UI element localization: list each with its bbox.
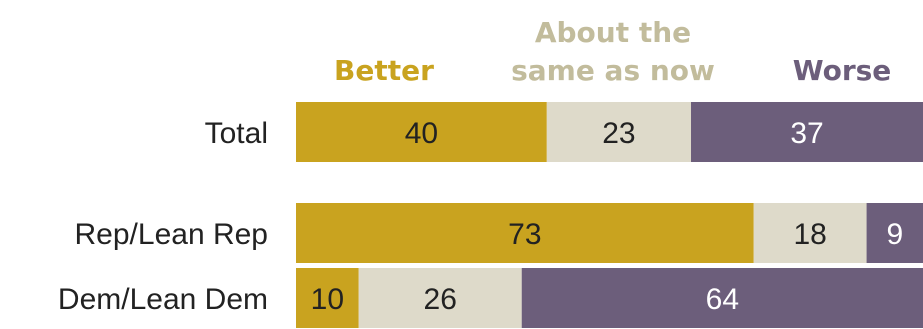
value-label-dem-lean-dem-worse: 64 <box>706 283 739 316</box>
row-labels: Total Rep/Lean Rep Dem/Lean Dem <box>58 117 268 316</box>
legend-label-worse: Worse <box>793 54 892 87</box>
bar-total-worse <box>691 102 923 162</box>
bar-rep-lean-rep-about-the-same-as-now <box>753 203 867 263</box>
bar-dem-lean-dem-about-the-same-as-now <box>358 268 522 328</box>
value-label-rep-lean-rep-worse: 9 <box>886 218 903 251</box>
legend-label-better: Better <box>334 54 434 87</box>
legend-label-about-the-same-as-now-line-1: About the <box>535 16 691 49</box>
value-label-rep-lean-rep-better: 73 <box>508 218 541 251</box>
bar-total-about-the-same-as-now <box>546 102 692 162</box>
value-label-total-about-the-same-as-now: 23 <box>602 117 635 150</box>
value-label-dem-lean-dem-about-the-same-as-now: 26 <box>424 283 457 316</box>
legend-label-about-the-same-as-now-line-2: same as now <box>511 54 715 87</box>
bar-rep-lean-rep-better <box>296 203 754 263</box>
row-label-total: Total <box>205 117 268 150</box>
value-labels: 40 23 37 73 18 9 10 26 64 <box>311 117 903 316</box>
row-label-dem-lean-dem: Dem/Lean Dem <box>58 283 268 316</box>
value-label-dem-lean-dem-better: 10 <box>311 283 344 316</box>
bar-total-better <box>296 102 547 162</box>
bar-dem-lean-dem-worse <box>521 268 923 328</box>
bar-rep-lean-rep-worse <box>866 203 923 263</box>
legend: Better About the same as now Worse <box>334 16 891 87</box>
value-label-rep-lean-rep-about-the-same-as-now: 18 <box>793 218 826 251</box>
bar-dem-lean-dem-better <box>296 268 359 328</box>
bars <box>296 102 923 328</box>
row-label-rep-lean-rep: Rep/Lean Rep <box>75 218 268 251</box>
value-label-total-worse: 37 <box>790 117 823 150</box>
value-label-total-better: 40 <box>405 117 438 150</box>
